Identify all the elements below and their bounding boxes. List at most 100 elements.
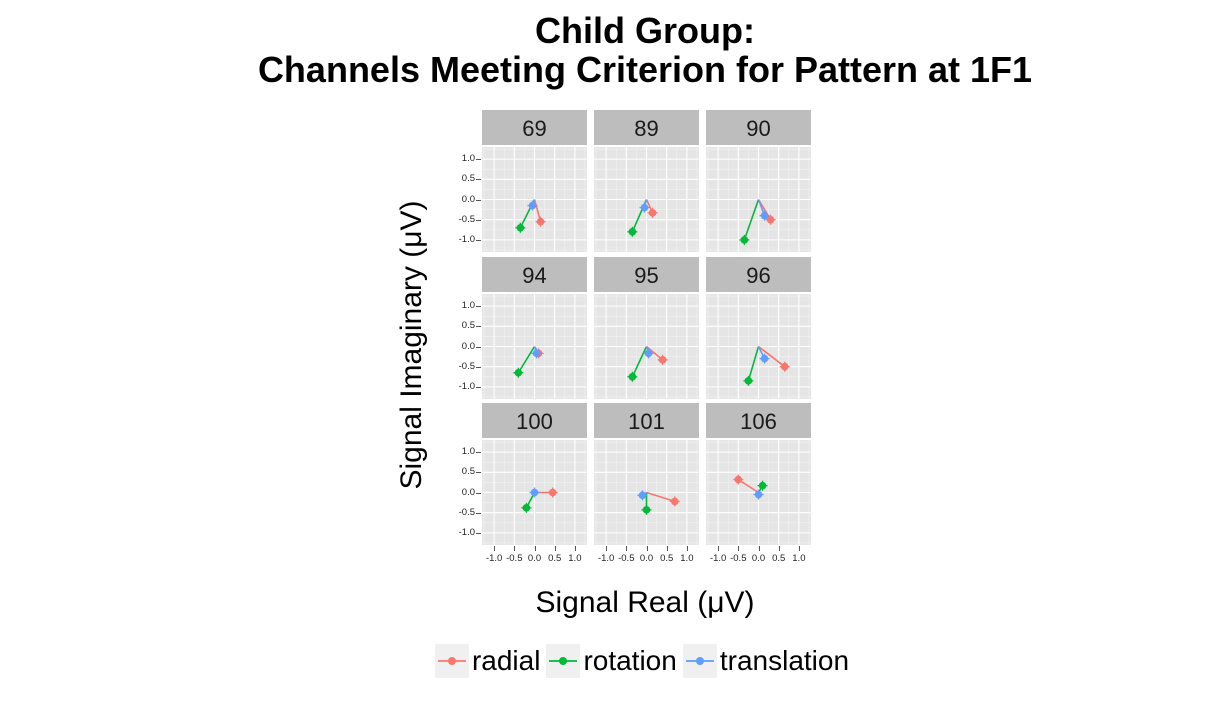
y-tick-label: -1.0 xyxy=(458,380,475,392)
y-tick-mark xyxy=(476,452,481,453)
y-tick-mark xyxy=(476,387,481,388)
x-tick-label: 1.0 xyxy=(792,553,806,564)
translation-point xyxy=(528,201,537,210)
y-tick-mark xyxy=(476,306,481,307)
y-tick-label: -1.0 xyxy=(458,526,475,538)
legend-key-point xyxy=(695,657,704,665)
rotation-vector-line xyxy=(517,346,536,374)
x-tick-mark xyxy=(606,546,607,551)
radial-vector-line xyxy=(646,491,676,503)
facet-panel xyxy=(706,147,811,252)
y-axis-label: Signal Imaginary (μV) xyxy=(395,200,428,490)
rotation-point xyxy=(628,228,637,236)
facet-plot-svg xyxy=(482,440,587,545)
x-tick-mark xyxy=(647,546,648,551)
facet-strip-label: 94 xyxy=(482,257,587,292)
legend-item-radial: radial xyxy=(434,644,541,678)
facet-panel xyxy=(594,147,699,252)
facet-panel xyxy=(594,440,699,545)
legend-item-translation: translation xyxy=(682,644,850,678)
x-tick-mark xyxy=(494,546,495,551)
y-tick-mark xyxy=(476,493,481,494)
x-tick-label: 1.0 xyxy=(568,553,582,564)
x-tick-mark xyxy=(535,546,536,551)
legend-key xyxy=(546,644,581,678)
x-tick-mark xyxy=(575,546,576,551)
y-tick-label: -1.0 xyxy=(458,233,475,245)
legend-label: radial xyxy=(471,645,541,676)
x-tick-mark xyxy=(759,546,760,551)
legend-key xyxy=(434,644,469,678)
rotation-vector-line xyxy=(747,346,760,382)
x-tick-mark xyxy=(626,546,627,551)
y-tick-label: 1.0 xyxy=(461,300,475,312)
y-tick-mark xyxy=(476,472,481,473)
y-tick-label: 0.5 xyxy=(461,173,475,185)
y-tick-mark xyxy=(476,326,481,327)
y-tick-mark xyxy=(476,347,481,348)
x-tick-label: -0.5 xyxy=(506,553,523,564)
rotation-point xyxy=(744,377,753,385)
translation-point xyxy=(638,491,647,500)
legend-label: translation xyxy=(719,645,850,676)
rotation-vector-line xyxy=(743,199,760,241)
x-tick-label: -1.0 xyxy=(597,553,615,564)
translation-point xyxy=(532,349,541,358)
facet-strip-label: 106 xyxy=(706,403,811,438)
translation-point xyxy=(530,488,539,497)
y-tick-mark xyxy=(476,367,481,368)
radial-point xyxy=(548,488,557,497)
x-tick-label: -0.5 xyxy=(618,553,635,564)
radial-point xyxy=(670,497,679,506)
facet-plot-svg xyxy=(594,294,699,399)
translation-point xyxy=(640,203,649,212)
radial-point xyxy=(780,362,789,371)
facet-panel xyxy=(706,440,811,545)
x-axis-label: Signal Real (μV) xyxy=(535,586,755,619)
x-tick-label: 0.5 xyxy=(548,553,562,564)
x-tick-label: 0.5 xyxy=(772,553,786,564)
rotation-point xyxy=(642,506,651,514)
y-tick-mark xyxy=(476,200,481,201)
y-tick-label: 0.5 xyxy=(461,466,475,478)
x-tick-label: 0.5 xyxy=(660,553,674,564)
legend-key-point xyxy=(447,657,456,665)
y-tick-mark xyxy=(476,220,481,221)
rotation-point xyxy=(740,236,749,244)
rotation-point xyxy=(628,372,637,381)
x-tick-mark xyxy=(799,546,800,551)
legend-key xyxy=(682,644,717,678)
y-tick-mark xyxy=(476,240,481,241)
facet-strip-label: 96 xyxy=(706,257,811,292)
y-tick-label: 0.0 xyxy=(461,340,475,352)
x-tick-label: 0.0 xyxy=(751,553,766,564)
radial-point xyxy=(648,209,657,217)
x-tick-mark xyxy=(738,546,739,551)
y-tick-mark xyxy=(476,533,481,534)
y-tick-label: 0.0 xyxy=(461,193,475,205)
translation-point xyxy=(754,490,763,499)
chart-title: Child Group: xyxy=(535,10,755,51)
legend-key-point xyxy=(559,657,568,665)
x-tick-mark xyxy=(687,546,688,551)
facet-panel xyxy=(482,440,587,545)
x-tick-label: 1.0 xyxy=(680,553,694,564)
y-tick-label: -0.5 xyxy=(458,506,475,518)
translation-point xyxy=(760,354,769,363)
facet-plot-svg xyxy=(482,147,587,252)
x-tick-label: -1.0 xyxy=(485,553,503,564)
y-tick-mark xyxy=(476,159,481,160)
facet-strip-label: 101 xyxy=(594,403,699,438)
x-tick-label: 0.0 xyxy=(639,553,654,564)
y-tick-label: 1.0 xyxy=(461,153,475,165)
legend-item-rotation: rotation xyxy=(546,644,677,678)
y-tick-mark xyxy=(476,513,481,514)
facet-strip-label: 69 xyxy=(482,110,587,145)
facet-panel xyxy=(594,294,699,399)
translation-point xyxy=(760,211,769,220)
facet-panel xyxy=(706,294,811,399)
legend: radial rotation translation xyxy=(0,643,1224,679)
rotation-point xyxy=(514,368,523,377)
facet-plot-svg xyxy=(706,294,811,399)
y-tick-label: -0.5 xyxy=(458,213,475,225)
